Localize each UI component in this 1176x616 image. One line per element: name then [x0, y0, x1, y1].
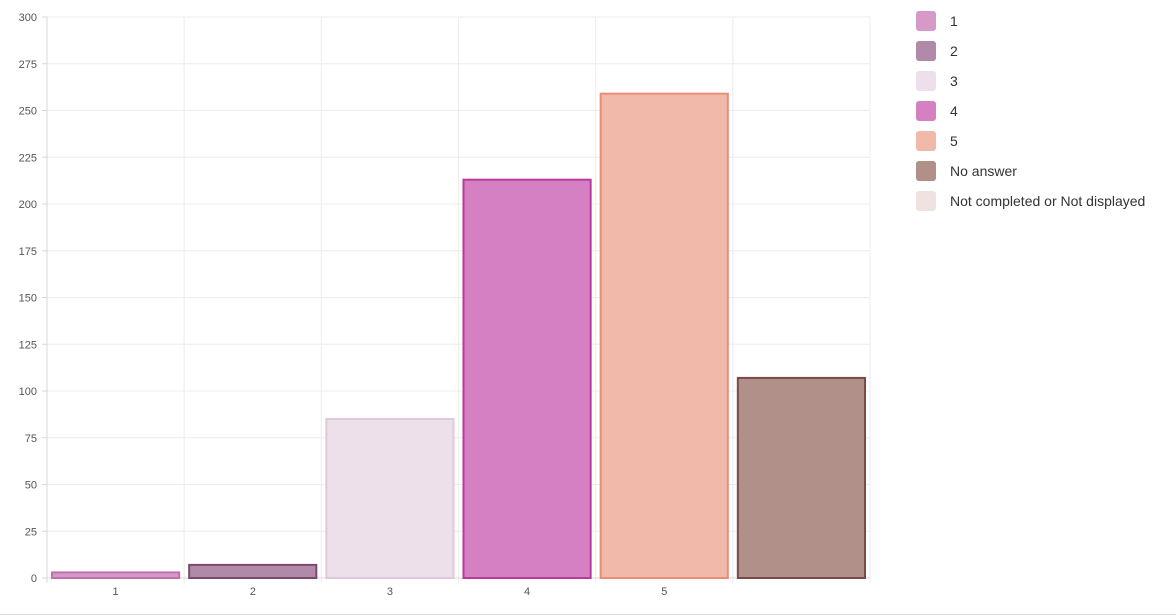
chart-grid — [46, 16, 871, 583]
bottom-divider — [0, 614, 1176, 615]
y-tick-label: 175 — [19, 246, 37, 258]
bar-1[interactable] — [51, 571, 181, 580]
bar-chart: 0 25 50 75 100 125 150 175 200 225 250 275 300 1 2 3 4 5 — [19, 12, 871, 598]
x-axis-ticks: 1 2 3 4 5 — [113, 586, 668, 598]
chart-bars — [51, 92, 866, 580]
bar-4[interactable] — [462, 178, 592, 579]
y-axis-ticks: 0 25 50 75 100 125 150 175 200 225 250 275 300 — [19, 12, 47, 585]
y-tick-label: 25 — [25, 526, 37, 538]
y-tick-label: 75 — [25, 433, 37, 445]
y-tick-label: 250 — [19, 106, 37, 118]
legend-item[interactable]: 4 — [916, 96, 1145, 126]
legend-swatch — [916, 71, 936, 91]
y-tick-label: 50 — [25, 480, 37, 492]
legend-swatch — [916, 11, 936, 31]
chart-legend: 1 2 3 4 5 No answer Not completed or Not displ… — [916, 6, 1145, 216]
x-tick-label: 3 — [387, 586, 393, 598]
x-tick-label: 2 — [250, 586, 256, 598]
bar-5[interactable] — [599, 92, 729, 579]
legend-item[interactable]: Not completed or Not displayed — [916, 186, 1145, 216]
y-tick-label: 200 — [19, 199, 37, 211]
legend-label: 1 — [950, 13, 958, 29]
legend-item[interactable]: 3 — [916, 66, 1145, 96]
y-tick-label: 225 — [19, 152, 37, 164]
legend-item[interactable]: No answer — [916, 156, 1145, 186]
x-tick-label: 1 — [113, 586, 119, 598]
y-tick-label: 125 — [19, 339, 37, 351]
legend-label: No answer — [950, 163, 1017, 179]
bar-no-answer[interactable] — [736, 376, 866, 579]
y-tick-label: 100 — [19, 386, 37, 398]
y-tick-label: 300 — [19, 12, 37, 24]
legend-swatch — [916, 131, 936, 151]
legend-swatch — [916, 161, 936, 181]
legend-label: 5 — [950, 133, 958, 149]
bar-3[interactable] — [325, 418, 455, 579]
legend-item[interactable]: 5 — [916, 126, 1145, 156]
y-tick-label: 0 — [31, 573, 37, 585]
y-tick-label: 275 — [19, 59, 37, 71]
x-tick-label: 4 — [524, 586, 530, 598]
legend-swatch — [916, 191, 936, 211]
legend-item[interactable]: 1 — [916, 6, 1145, 36]
legend-label: 3 — [950, 73, 958, 89]
bar-2[interactable] — [188, 563, 318, 579]
legend-label: 4 — [950, 103, 958, 119]
legend-swatch — [916, 101, 936, 121]
legend-swatch — [916, 41, 936, 61]
legend-label: Not completed or Not displayed — [950, 193, 1146, 209]
y-tick-label: 150 — [19, 293, 37, 305]
legend-item[interactable]: 2 — [916, 36, 1145, 66]
legend-label: 2 — [950, 43, 958, 59]
x-tick-label: 5 — [661, 586, 667, 598]
